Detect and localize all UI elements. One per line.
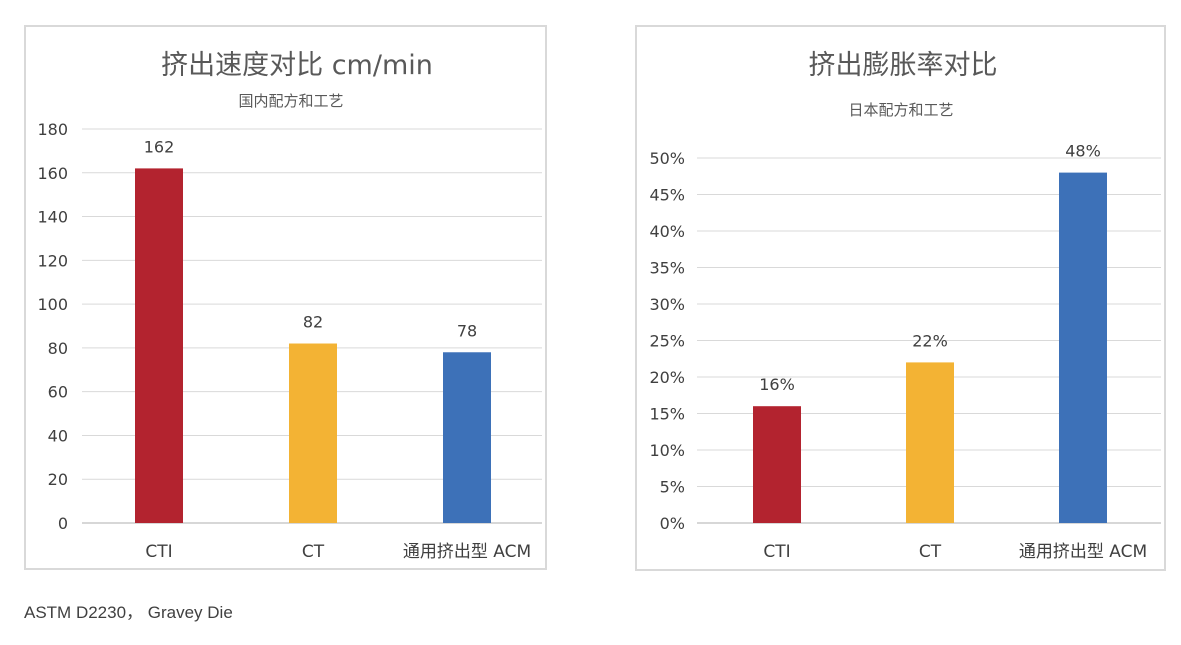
footnote: ASTM D2230， Gravey Die [24, 603, 233, 622]
y-tick-label: 100 [37, 295, 68, 314]
data-label: 162 [144, 137, 175, 156]
chart-panel-extrusion-speed: 挤出速度对比 cm/min 国内配方和工艺 0 20 40 60 80 100 120 140… [24, 25, 547, 570]
y-tick-label: 30% [649, 295, 685, 314]
y-tick-label: 10% [649, 441, 685, 460]
y-tick-label: 40 [48, 426, 68, 445]
category-label: 通用挤出型 ACM [403, 542, 531, 562]
chart-subtitle: 日本配方和工艺 [848, 101, 953, 119]
chart-title: 挤出速度对比 cm/min [161, 50, 433, 81]
y-tick-label: 80 [48, 339, 68, 358]
y-tick-label: 45% [649, 186, 685, 205]
y-tick-label: 180 [37, 120, 68, 139]
data-label: 48% [1065, 142, 1101, 161]
y-tick-label: 50% [649, 149, 685, 168]
category-label: CT [919, 542, 942, 562]
category-label: CT [302, 542, 325, 562]
bar-通用挤出型-acm [443, 352, 491, 523]
y-tick-label: 0 [58, 514, 68, 533]
y-tick-label: 160 [37, 164, 68, 183]
data-label: 78 [457, 321, 477, 340]
y-tick-label: 20 [48, 470, 68, 489]
y-tick-label: 0% [660, 514, 685, 533]
bar-cti [135, 168, 183, 523]
category-label: 通用挤出型 ACM [1019, 542, 1147, 562]
y-tick-label: 140 [37, 208, 68, 227]
chart-panel-extrusion-swell: 挤出膨胀率对比 日本配方和工艺 0% 5% 10% 15% 20% 25% 30% 35% 40… [635, 25, 1166, 571]
category-label: CTI [763, 542, 790, 562]
bar-ct [289, 343, 337, 523]
chart-extrusion-swell: 挤出膨胀率对比 日本配方和工艺 0% 5% 10% 15% 20% 25% 30% 35% 40… [649, 50, 1161, 562]
chart-title: 挤出膨胀率对比 [809, 50, 998, 81]
chart-subtitle: 国内配方和工艺 [238, 92, 343, 110]
y-tick-label: 60 [48, 383, 68, 402]
y-tick-label: 35% [649, 259, 685, 278]
data-label: 82 [303, 313, 323, 332]
data-label: 22% [912, 331, 948, 350]
y-tick-label: 20% [649, 368, 685, 387]
y-tick-label: 15% [649, 405, 685, 424]
y-tick-label: 25% [649, 332, 685, 351]
data-label: 16% [759, 375, 795, 394]
y-tick-label: 5% [660, 478, 685, 497]
chart-extrusion-speed: 挤出速度对比 cm/min 国内配方和工艺 0 20 40 60 80 100 120 140… [37, 50, 542, 562]
category-label: CTI [145, 542, 172, 562]
y-tick-label: 40% [649, 222, 685, 241]
bar-cti [753, 406, 801, 523]
bar-ct [906, 362, 954, 523]
bar-通用挤出型-acm [1059, 172, 1107, 523]
y-tick-label: 120 [37, 251, 68, 270]
